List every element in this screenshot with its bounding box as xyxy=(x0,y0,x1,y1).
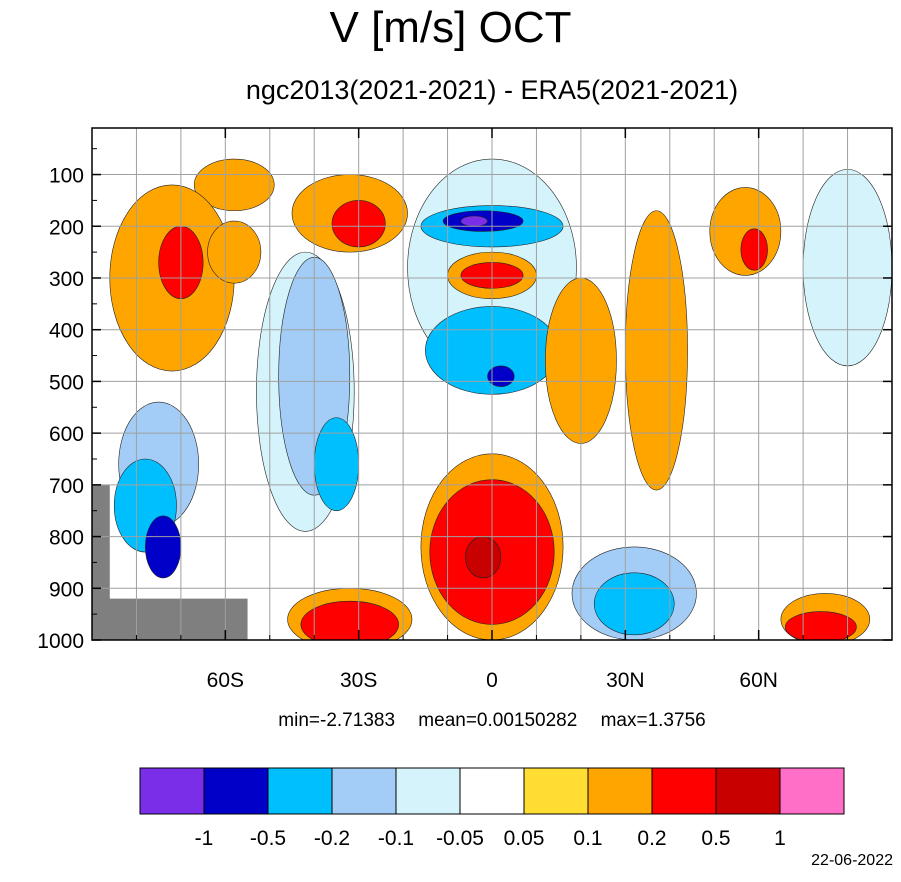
y-tick-label: 100 xyxy=(49,165,84,188)
y-tick-label: 400 xyxy=(49,320,84,343)
colorbar-swatch xyxy=(203,767,269,815)
x-tick-label: 30S xyxy=(340,669,377,692)
contour-region-31 xyxy=(593,572,675,636)
y-tick-label: 900 xyxy=(49,578,84,601)
colorbar-label: -0.05 xyxy=(436,827,484,850)
colorbar-swatch xyxy=(331,767,397,815)
colorbar-label: 1 xyxy=(774,827,786,850)
missing-data-region xyxy=(92,484,248,640)
grid-lines xyxy=(92,128,892,640)
colorbar-swatch xyxy=(715,767,781,815)
colorbar-swatch xyxy=(779,767,845,815)
colorbar-label: -1 xyxy=(195,827,214,850)
colorbar-swatch xyxy=(139,767,205,815)
colorbar-label: 0.1 xyxy=(573,827,602,850)
y-tick-label: 500 xyxy=(49,371,84,394)
x-tick-label: 60S xyxy=(207,669,244,692)
stat-max: max=1.3756 xyxy=(600,710,706,731)
chart-title: V [m/s] OCT xyxy=(329,3,572,52)
x-tick-label: 30N xyxy=(606,669,645,692)
missing-data-lower xyxy=(92,598,248,640)
contour-region-22 xyxy=(465,536,502,579)
y-tick-label: 200 xyxy=(49,216,84,239)
y-tick-label: 700 xyxy=(49,475,84,498)
colorbar-swatch xyxy=(523,767,589,815)
contour-region-28 xyxy=(740,228,768,271)
contour-region-24 xyxy=(300,600,399,640)
missing-data-upper xyxy=(92,484,110,640)
stats-line: min=-2.71383 mean=0.00150282 max=1.3756 xyxy=(92,709,892,733)
colorbar-label: 0.2 xyxy=(637,827,666,850)
contour-region-0 xyxy=(193,158,275,212)
colorbar-label: -0.1 xyxy=(378,827,414,850)
y-tick-label: 1000 xyxy=(37,630,84,653)
y-tick-label: 300 xyxy=(49,268,84,291)
contour-region-26 xyxy=(625,210,688,491)
colorbar-swatch xyxy=(587,767,653,815)
stat-mean: mean=0.00150282 xyxy=(418,710,578,731)
contour-region-15 xyxy=(460,215,488,227)
colorbar-swatch xyxy=(459,767,525,815)
contour-region-33 xyxy=(785,611,857,640)
colorbar-label: -0.5 xyxy=(250,827,286,850)
chart-subtitle: ngc2013(2021-2021) - ERA5(2021-2021) xyxy=(245,75,739,105)
colorbar-swatch xyxy=(651,767,717,815)
contour-region-3 xyxy=(207,220,262,284)
colorbar-swatch xyxy=(267,767,333,815)
contour-region-9 xyxy=(313,417,359,512)
colorbar-label: 0.05 xyxy=(504,827,545,850)
x-tick-label: 60N xyxy=(739,669,778,692)
colorbar-label: -0.2 xyxy=(314,827,350,850)
y-tick-label: 600 xyxy=(49,423,84,446)
contour-region-6 xyxy=(145,515,182,579)
colorbar-label: 0.5 xyxy=(701,827,730,850)
date-stamp: 22-06-2022 xyxy=(811,852,893,869)
colorbar-swatch xyxy=(395,767,461,815)
colorbar: -1 -0.5 -0.2 -0.1 -0.05 0.05 0.1 0.2 0.5 1 xyxy=(139,767,845,850)
axes: 100 200 300 400 500 600 700 800 900 1000 60S 30S 0 30… xyxy=(37,128,892,692)
y-tick-label: 800 xyxy=(49,527,84,550)
stat-min: min=-2.71383 xyxy=(278,710,396,731)
x-tick-label: 0 xyxy=(486,669,498,692)
